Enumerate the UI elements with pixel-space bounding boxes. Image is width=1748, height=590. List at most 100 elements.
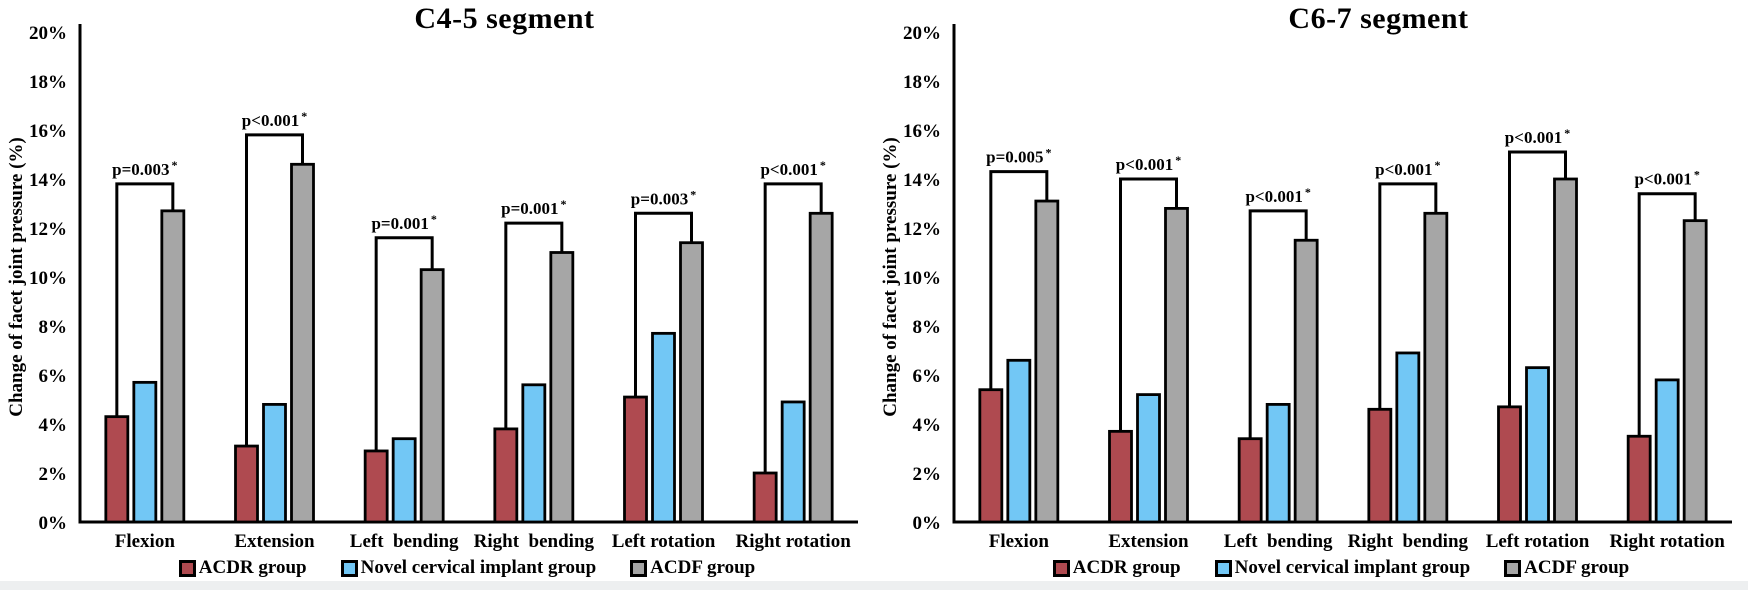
legend-label-acdf-group: ACDF group: [650, 557, 756, 578]
y-tick-label: 2%: [913, 464, 942, 485]
y-tick-label: 0%: [913, 513, 942, 534]
bar-acdf-group-left-bending: [1293, 238, 1319, 524]
legend-item-acdr-group: ACDR group: [1052, 557, 1181, 579]
bar-novel-cervical-implant-group-extension: [262, 402, 287, 524]
legend-item-novel-cervical-implant-group: Novel cervical implant group: [1214, 557, 1471, 579]
bar-acdr-group-right-bending: [493, 427, 519, 524]
x-tick-label-extension: Extension: [1108, 531, 1189, 552]
y-tick-label: 14%: [29, 170, 67, 191]
legend-item-acdr-group: ACDR group: [178, 557, 307, 579]
sig-label-flexion: p=0.005 *: [986, 146, 1051, 167]
bar-acdf-group-right-bending: [549, 251, 575, 524]
bar-acdf-group-flexion: [1034, 199, 1060, 524]
x-tick-label-right-bending: Right bending: [474, 531, 595, 552]
bar-acdr-group-left-rotation: [623, 395, 648, 524]
bar-acdf-group-flexion: [160, 209, 186, 524]
x-tick-label-left-rotation: Left rotation: [612, 531, 716, 552]
bar-novel-cervical-implant-group-left-bending: [1265, 402, 1291, 524]
chart-panel-c4-5: C4-5 segment 0% 2% 4% 6% 8% 10% 12% 14% 16% 18% 20…: [6, 2, 858, 579]
sig-bracket-left-rotation: [1508, 150, 1567, 407]
sig-bracket-extension: [245, 133, 304, 447]
bar-acdr-group-left-bending: [363, 449, 389, 524]
sig-label-flexion: p=0.003 *: [112, 158, 177, 179]
y-tick-label: 4%: [39, 415, 68, 436]
bar-acdf-group-extension: [290, 162, 315, 524]
y-tick-label: 14%: [903, 170, 941, 191]
bar-novel-cervical-implant-group-left-rotation: [651, 331, 676, 524]
footer-strip: [0, 581, 1748, 590]
y-tick-label: 2%: [39, 464, 68, 485]
bar-novel-cervical-implant-group-left-rotation: [1525, 366, 1550, 524]
bar-acdf-group-left-bending: [419, 268, 445, 524]
sig-bracket-extension: [1119, 177, 1178, 432]
legend-swatch-novel-cervical-implant-group: [340, 559, 358, 577]
bar-novel-cervical-implant-group-extension: [1136, 393, 1161, 524]
bar-acdr-group-left-rotation: [1497, 405, 1522, 524]
legend-label-acdr-group: ACDR group: [198, 557, 307, 578]
bar-acdf-group-left-rotation: [679, 241, 704, 524]
y-tick-label: 10%: [29, 268, 67, 289]
chart-svg-c6-7: 0% 2% 4% 6% 8% 10% 12% 14% 16% 18% 20% Change of fa…: [880, 23, 1732, 552]
legend-swatch-novel-cervical-implant-group: [1214, 559, 1232, 577]
legend-item-novel-cervical-implant-group: Novel cervical implant group: [340, 557, 596, 579]
bar-novel-cervical-implant-group-right-bending: [521, 383, 547, 524]
y-axis-title: Change of facet joint pressure (%): [6, 137, 27, 417]
y-tick-label: 18%: [29, 72, 67, 93]
x-tick-label-flexion: Flexion: [115, 531, 176, 552]
sig-label-left-rotation: p=0.003 *: [631, 187, 696, 208]
sig-label-right-rotation: p<0.001 *: [760, 158, 825, 179]
bar-novel-cervical-implant-group-right-bending: [1395, 351, 1421, 524]
bar-acdr-group-flexion: [978, 388, 1004, 524]
sig-bracket-flexion: [115, 182, 175, 417]
legend-label-acdf-group: ACDF group: [1524, 557, 1630, 578]
sig-bracket-left-rotation: [634, 211, 693, 398]
x-tick-label-right-rotation: Right rotation: [1610, 531, 1726, 552]
sig-bracket-right-bending: [504, 221, 564, 429]
bar-acdf-group-right-bending: [1423, 211, 1449, 524]
legend-item-acdf-group: ACDF group: [630, 557, 755, 579]
y-tick-label: 20%: [29, 23, 67, 44]
bar-acdr-group-right-rotation: [752, 471, 778, 524]
bar-novel-cervical-implant-group-right-rotation: [1654, 378, 1680, 524]
legend-swatch-acdf-group: [630, 559, 648, 577]
sig-label-extension: p<0.001 *: [242, 109, 307, 130]
sig-bracket-flexion: [989, 170, 1049, 390]
y-tick-label: 8%: [913, 317, 942, 338]
bar-acdr-group-right-rotation: [1626, 434, 1652, 524]
legend-label-acdr-group: ACDR group: [1072, 557, 1181, 578]
x-tick-label-left-rotation: Left rotation: [1486, 531, 1590, 552]
sig-bracket-left-bending: [1248, 209, 1308, 439]
sig-bracket-right-rotation: [1637, 192, 1697, 437]
bar-acdf-group-extension: [1164, 206, 1189, 524]
chart-svg-c4-5: 0% 2% 4% 6% 8% 10% 12% 14% 16% 18% 20% Change of fa…: [6, 23, 858, 552]
y-tick-label: 16%: [903, 121, 941, 142]
bar-acdr-group-left-bending: [1237, 437, 1263, 524]
y-tick-label: 20%: [903, 23, 941, 44]
bar-acdr-group-right-bending: [1367, 407, 1393, 524]
bar-acdf-group-right-rotation: [1682, 219, 1708, 524]
legend-label-novel-cervical-implant-group: Novel cervical implant group: [1234, 557, 1471, 578]
chart-panel-c6-7: C6-7 segment 0% 2% 4% 6% 8% 10% 12% 14% 16% 18% 20…: [874, 0, 1748, 590]
x-tick-label-right-bending: Right bending: [1348, 531, 1469, 552]
sig-label-right-bending: p=0.001 *: [501, 197, 566, 218]
x-tick-label-left-bending: Left bending: [350, 531, 459, 552]
y-tick-label: 6%: [39, 366, 68, 387]
x-tick-label-left-bending: Left bending: [1224, 531, 1333, 552]
bar-novel-cervical-implant-group-right-rotation: [780, 400, 806, 524]
bar-novel-cervical-implant-group-flexion: [132, 380, 158, 524]
y-tick-label: 10%: [903, 268, 941, 289]
sig-label-left-bending: p=0.001 *: [371, 212, 436, 233]
bar-acdf-group-left-rotation: [1553, 177, 1578, 524]
y-tick-label: 12%: [903, 219, 941, 240]
x-tick-label-extension: Extension: [234, 531, 315, 552]
legend-swatch-acdr-group: [178, 559, 196, 577]
y-tick-label: 12%: [29, 219, 67, 240]
y-tick-label: 16%: [29, 121, 67, 142]
x-tick-label-right-rotation: Right rotation: [736, 531, 852, 552]
sig-bracket-left-bending: [374, 236, 434, 451]
bar-novel-cervical-implant-group-left-bending: [391, 437, 417, 524]
bar-acdf-group-right-rotation: [808, 211, 834, 524]
bar-novel-cervical-implant-group-flexion: [1006, 358, 1032, 524]
legend-swatch-acdf-group: [1504, 559, 1522, 577]
